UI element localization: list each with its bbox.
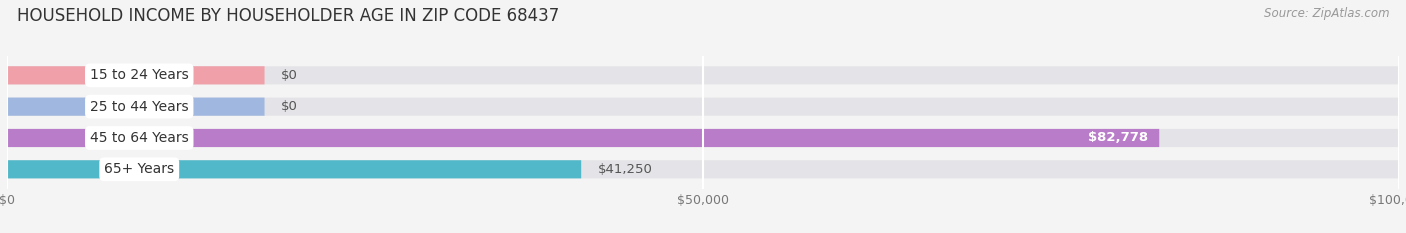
Text: $0: $0 <box>281 100 298 113</box>
FancyBboxPatch shape <box>7 160 1399 178</box>
Text: 25 to 44 Years: 25 to 44 Years <box>90 100 188 114</box>
FancyBboxPatch shape <box>7 160 581 178</box>
FancyBboxPatch shape <box>7 98 264 116</box>
Text: $0: $0 <box>281 69 298 82</box>
Text: HOUSEHOLD INCOME BY HOUSEHOLDER AGE IN ZIP CODE 68437: HOUSEHOLD INCOME BY HOUSEHOLDER AGE IN Z… <box>17 7 560 25</box>
FancyBboxPatch shape <box>7 129 1160 147</box>
FancyBboxPatch shape <box>7 66 264 84</box>
Text: $82,778: $82,778 <box>1088 131 1149 144</box>
FancyBboxPatch shape <box>7 66 1399 84</box>
FancyBboxPatch shape <box>7 129 1399 147</box>
Text: 65+ Years: 65+ Years <box>104 162 174 176</box>
Text: 15 to 24 Years: 15 to 24 Years <box>90 68 188 82</box>
Text: Source: ZipAtlas.com: Source: ZipAtlas.com <box>1264 7 1389 20</box>
Text: $41,250: $41,250 <box>598 163 652 176</box>
FancyBboxPatch shape <box>7 98 1399 116</box>
Text: 45 to 64 Years: 45 to 64 Years <box>90 131 188 145</box>
